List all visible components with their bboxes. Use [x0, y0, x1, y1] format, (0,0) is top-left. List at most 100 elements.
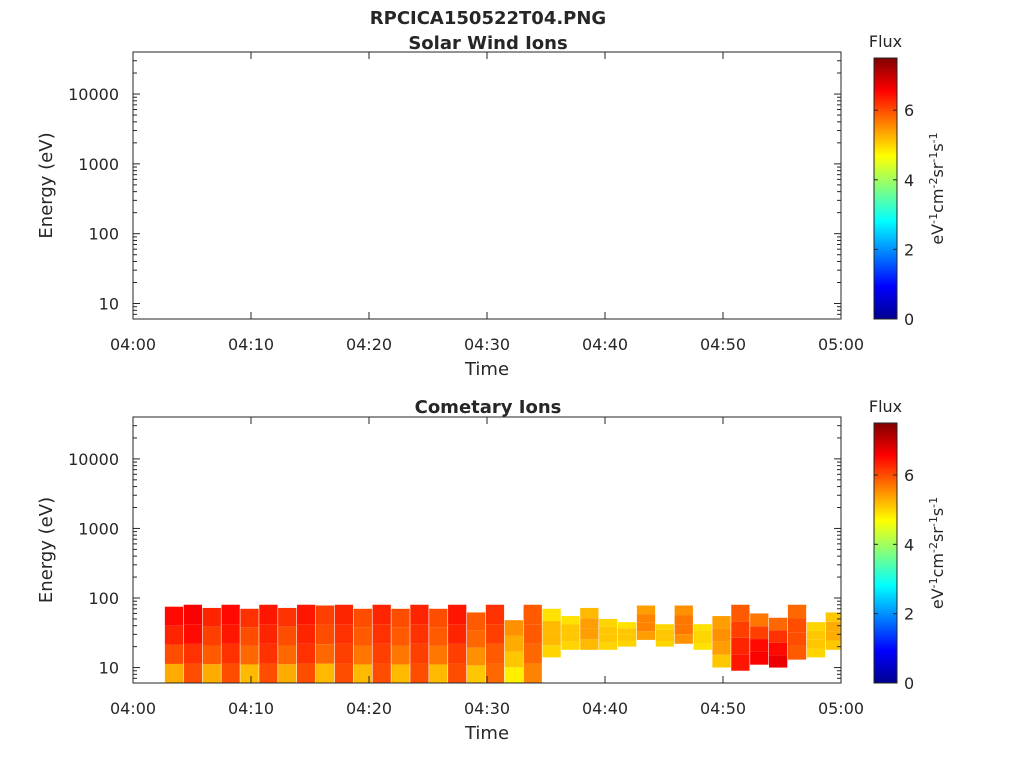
spectrogram-cell	[542, 645, 561, 658]
spectrogram-cell	[391, 645, 410, 665]
spectrogram-cell	[164, 644, 184, 664]
spectrogram-cell	[787, 604, 807, 619]
spectrogram-cell	[693, 643, 712, 650]
spectrogram-cell	[655, 641, 675, 647]
spectrogram-cell	[825, 640, 841, 650]
colorbar-tick-label: 4	[904, 171, 914, 190]
spectrogram-cell	[693, 637, 712, 644]
spectrogram-cell	[523, 663, 542, 683]
y-tick-label: 1000	[78, 155, 119, 174]
spectrogram-cell	[731, 604, 750, 622]
spectrogram-cell	[278, 626, 297, 646]
spectrogram-cell	[542, 620, 561, 634]
spectrogram-cell	[731, 654, 750, 671]
spectrogram-cell	[599, 618, 618, 627]
spectrogram-cell	[504, 635, 523, 652]
spectrogram-cell	[674, 634, 693, 644]
spectrogram-cell	[183, 663, 203, 683]
spectrogram-cell	[712, 654, 731, 668]
y-axis-ticks: 10 100 1000 10000	[68, 51, 841, 320]
y-tick-label: 1000	[78, 519, 119, 538]
spectrogram-cell	[259, 604, 278, 625]
x-tick-label: 04:30	[464, 335, 510, 354]
colorbar-tick-label: 0	[904, 310, 914, 329]
spectrogram-cell	[448, 643, 467, 664]
colorbar-label: eV-1cm-2sr-1s-1	[927, 132, 947, 244]
y-tick-label: 10	[99, 659, 119, 678]
spectrogram-cell	[523, 643, 542, 664]
x-tick-label: 04:10	[228, 335, 274, 354]
spectrogram-cell	[410, 663, 429, 683]
spectrogram-cell	[636, 622, 656, 632]
spectrogram-cell	[787, 645, 807, 660]
colorbar-scale	[873, 57, 898, 320]
spectrogram-cell	[259, 643, 278, 664]
spectrogram-cell	[410, 604, 429, 625]
spectrogram-cell	[769, 630, 788, 643]
spectrogram-cell	[542, 633, 561, 646]
spectrogram-cell	[769, 617, 788, 631]
spectrogram-cell	[297, 604, 316, 625]
spectrogram-cell	[466, 630, 486, 648]
y-axis-label: Energy (eV)	[36, 132, 57, 238]
spectrogram-cell	[504, 620, 523, 636]
spectrogram-cell	[806, 648, 826, 658]
spectrogram-cell	[353, 664, 372, 683]
spectrogram-cell	[787, 618, 807, 633]
spectrogram-cell	[599, 642, 618, 650]
spectrogram-cell	[769, 655, 788, 668]
spectrogram-cell	[731, 621, 750, 638]
spectrogram-cell	[372, 624, 391, 644]
spectrogram-cell	[164, 625, 184, 645]
x-tick-label: 04:00	[110, 335, 156, 354]
colorbar: Flux eV-1cm-2sr-1s-1 0 2 4 6	[869, 397, 947, 693]
spectrogram-cell	[202, 607, 221, 627]
spectrogram-cell	[712, 641, 731, 655]
spectrogram-cell	[485, 643, 505, 664]
spectrogram-cell	[334, 643, 354, 664]
spectrogram-cell	[523, 624, 542, 644]
y-tick-label: 10000	[68, 450, 119, 469]
spectrogram-cell	[429, 664, 448, 683]
spectrogram-cell	[372, 643, 391, 664]
x-tick-label: 04:10	[228, 699, 274, 718]
spectrogram-cell	[259, 624, 278, 644]
spectrogram-cell	[485, 663, 505, 683]
spectrogram-cell	[674, 624, 693, 635]
spectrogram-cell	[221, 604, 240, 625]
spectrogram-cell	[297, 663, 316, 683]
spectrogram-cell	[523, 604, 542, 625]
spectrogram-cell	[787, 632, 807, 646]
spectrogram-cell	[561, 632, 580, 642]
spectrogram-cell	[448, 624, 467, 644]
colorbar-tick-label: 6	[904, 101, 914, 120]
spectrogram-cell	[164, 663, 184, 683]
spectrogram-cell	[164, 606, 184, 626]
spectrogram-cell	[315, 624, 335, 645]
x-tick-label: 05:00	[818, 335, 864, 354]
colorbar-tick-label: 2	[904, 240, 914, 259]
colorbar-title: Flux	[869, 397, 902, 416]
spectrogram-cell	[806, 630, 826, 640]
spectrogram-cell	[334, 604, 354, 625]
spectrogram-cell	[655, 624, 675, 630]
x-axis-ticks: 04:00 04:10 04:20 04:30 04:40 04:50 05:00	[110, 417, 864, 718]
spectrogram-cell	[334, 624, 354, 644]
y-axis-ticks: 10 100 1000 10000	[68, 416, 841, 684]
spectrogram-cell	[240, 608, 259, 628]
spectrogram-cell	[617, 628, 637, 635]
spectrogram-cell	[504, 667, 523, 683]
spectrogram-cell	[334, 663, 354, 683]
spectrogram-cell	[504, 651, 523, 668]
colorbar-tick-label: 4	[904, 535, 914, 554]
spectrogram-cell	[674, 615, 693, 625]
spectrogram-cell	[278, 664, 297, 683]
y-tick-label: 100	[88, 225, 119, 244]
spectrogram-cell	[202, 645, 221, 665]
spectrogram-cell	[561, 616, 580, 625]
spectrogram-cell	[485, 604, 505, 625]
spectrogram-cell	[240, 627, 259, 646]
spectrogram-cell	[429, 608, 448, 628]
spectrogram-cell	[466, 612, 486, 631]
